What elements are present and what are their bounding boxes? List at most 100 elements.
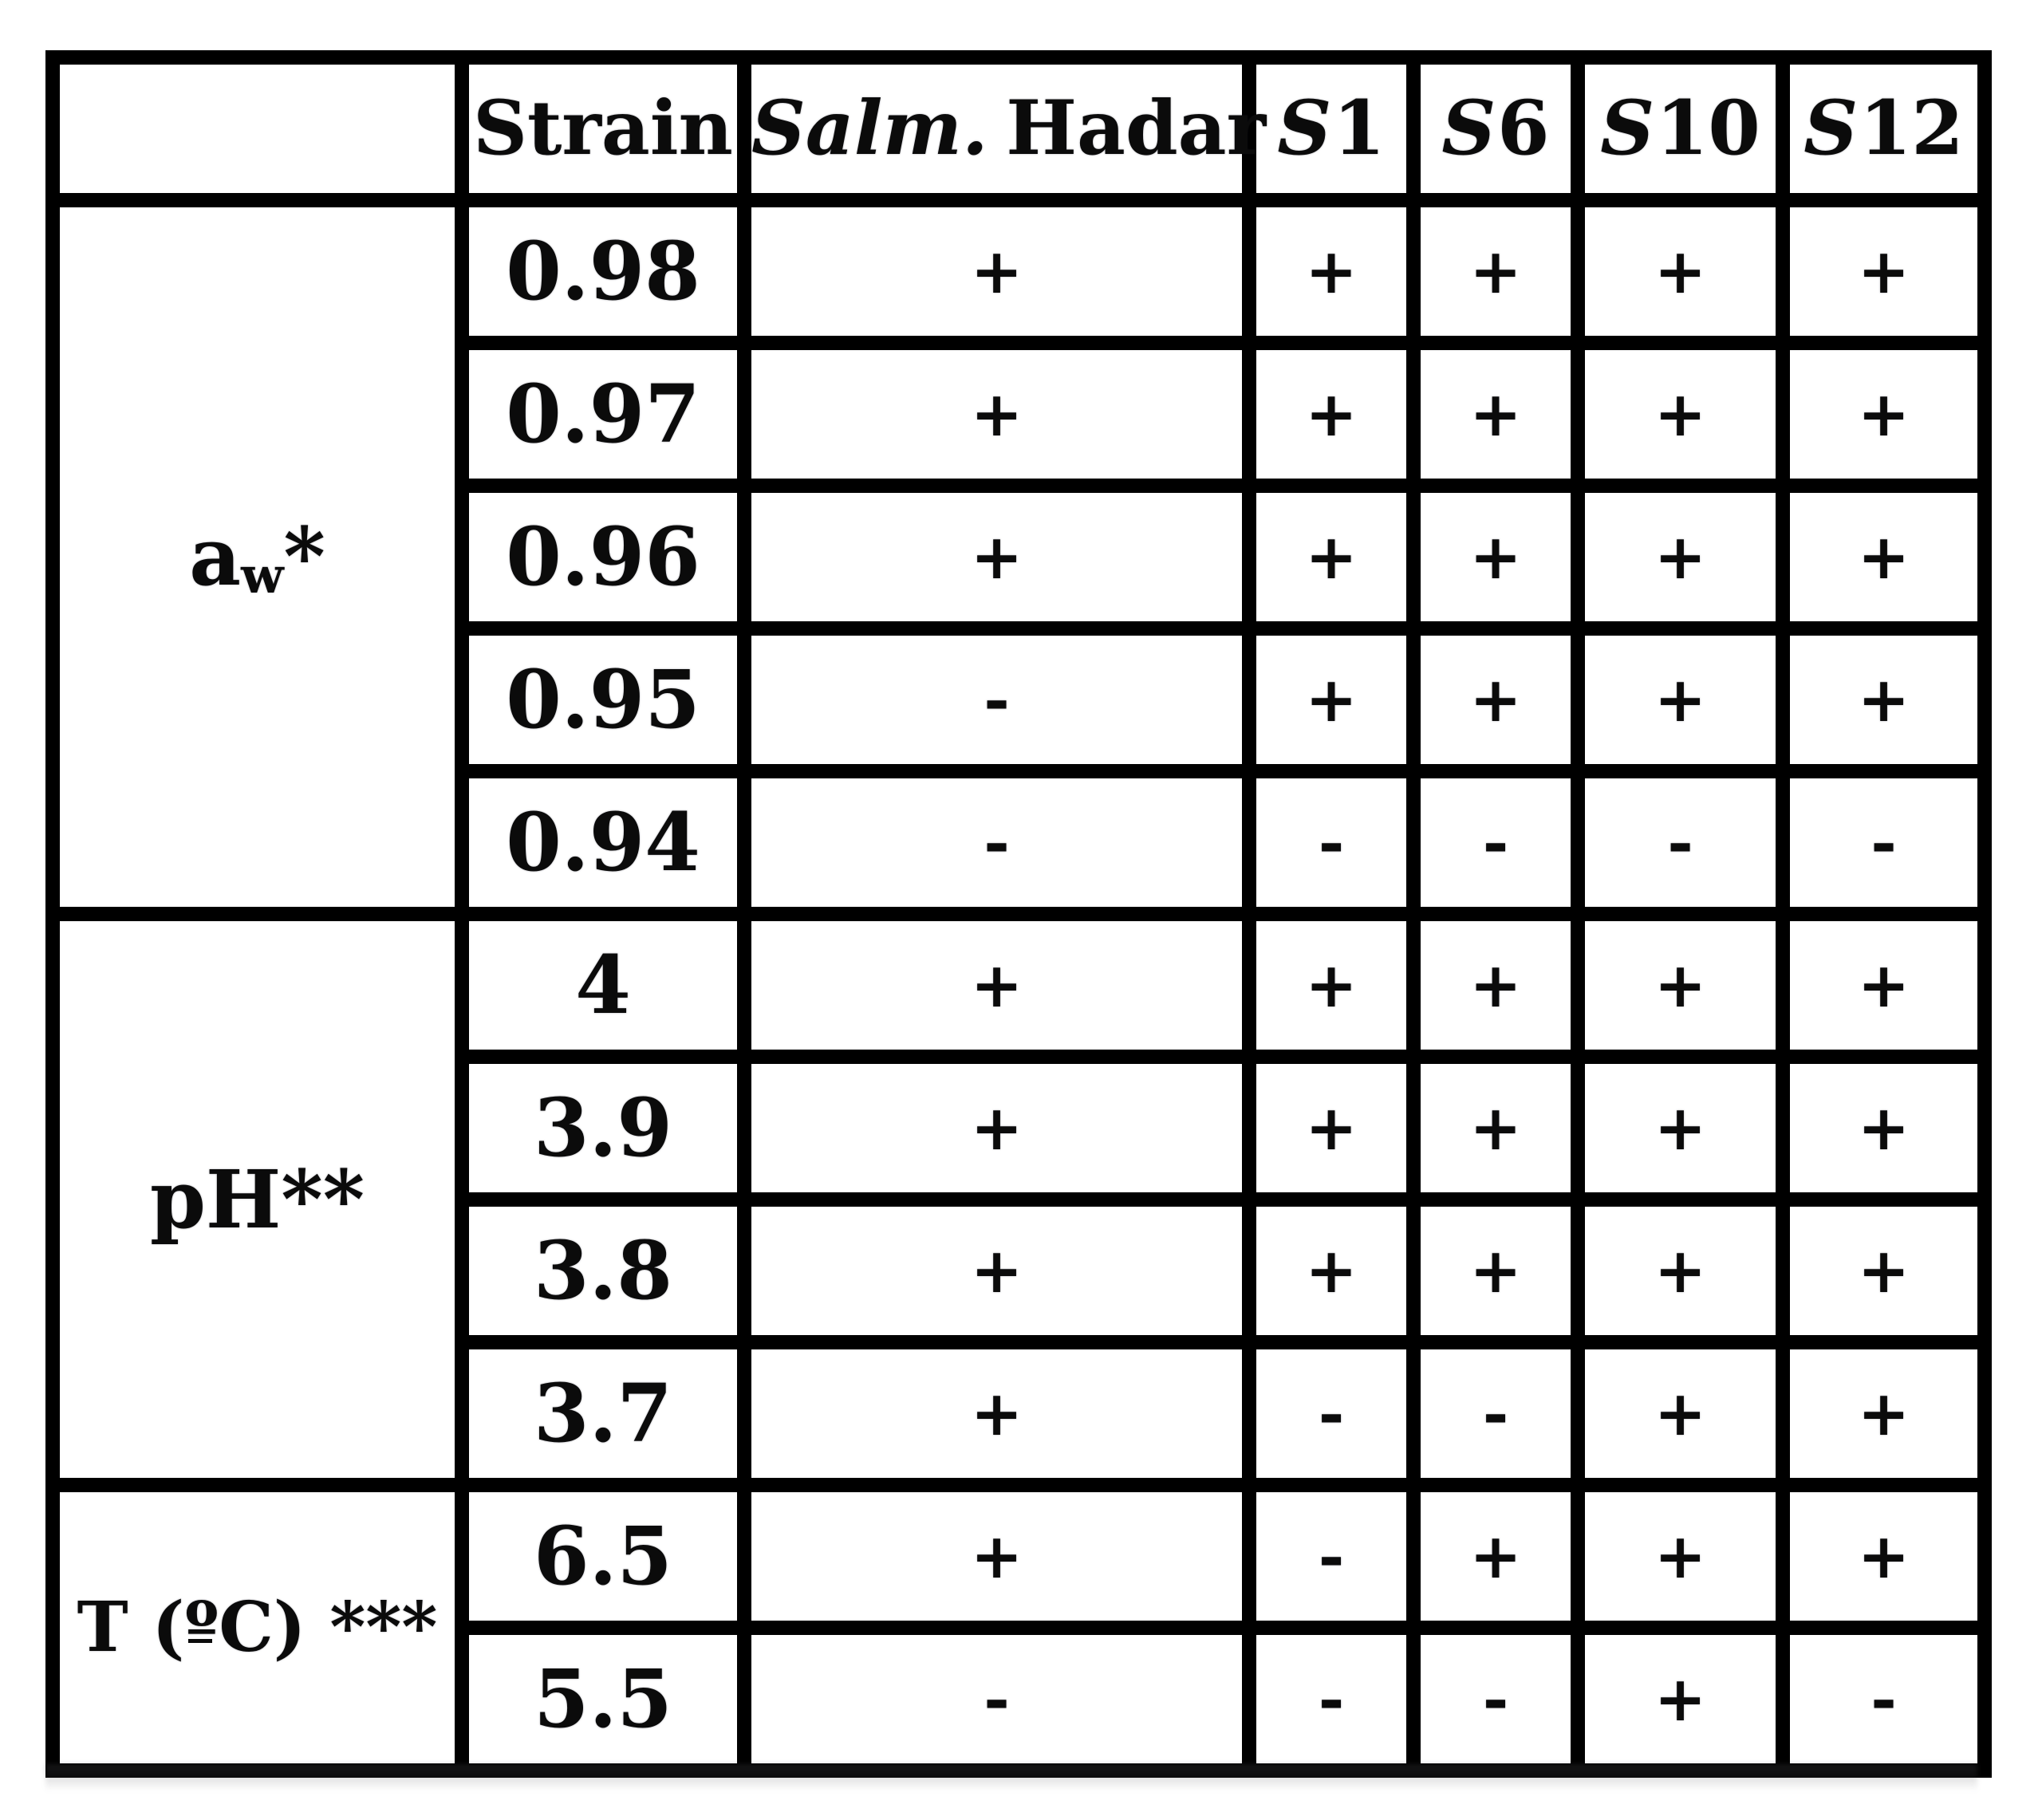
result-cell: - — [737, 621, 1256, 778]
header-s1: S1 — [1242, 50, 1421, 207]
table-row-aw-096: 0.96 + + + + + — [53, 479, 1992, 636]
table-row-t-65: T (ºC) *** 6.5 + - + + + — [45, 1478, 1992, 1778]
result-cell: + — [1571, 1335, 1790, 1492]
header-s10: S10 — [1571, 50, 1790, 207]
result-cell: + — [1571, 621, 1790, 778]
result-cell: + — [1571, 336, 1790, 493]
result-cell: + — [737, 1335, 1256, 1492]
strain-header-label: Strain — [473, 85, 733, 173]
table-row-t-55: 5.5 - - - + - — [53, 1621, 1992, 1778]
table-row-ph-4: pH** 4 + + + + + — [45, 907, 1992, 1492]
table-row-aw-095: 0.95 - + + + + — [53, 621, 1992, 778]
ph-label: pH** — [150, 1152, 365, 1247]
result-cell: + — [1571, 193, 1790, 350]
species-abbrev: Salm. — [751, 85, 988, 173]
result-cell: - — [1776, 1621, 1992, 1778]
strain-s10-number: 10 — [1655, 85, 1760, 173]
species-name: Hadar — [1006, 85, 1267, 173]
result-cell: - — [1406, 1621, 1585, 1778]
condition-value: 0.95 — [455, 621, 751, 778]
table-row-aw-097: 0.97 + + + + + — [53, 336, 1992, 493]
condition-value: 0.96 — [455, 479, 751, 636]
condition-value: 0.98 — [455, 193, 751, 350]
strain-s1-number: 1 — [1333, 85, 1386, 173]
result-cell: + — [1406, 479, 1585, 636]
result-cell: + — [1776, 193, 1992, 350]
header-s12: S12 — [1776, 50, 1992, 207]
result-cell: + — [737, 907, 1256, 1064]
result-cell: + — [1406, 1050, 1585, 1207]
result-cell: - — [1406, 764, 1585, 921]
aw-subscript: w — [241, 546, 284, 605]
result-cell: + — [1242, 907, 1421, 1064]
group-label-aw: aw* — [45, 193, 469, 921]
table-row-ph-38: 3.8 + + + + + — [53, 1192, 1992, 1349]
result-cell: + — [1242, 193, 1421, 350]
condition-value: 3.9 — [455, 1050, 751, 1207]
header-strain: Strain — [455, 50, 751, 207]
result-cell: + — [1571, 1621, 1790, 1778]
result-cell: + — [1571, 1050, 1790, 1207]
header-row: Strain Salm. Hadar S1 S6 S10 S12 — [45, 50, 1992, 207]
result-cell: - — [1571, 764, 1790, 921]
result-cell: + — [1571, 479, 1790, 636]
result-cell: - — [1406, 1335, 1585, 1492]
result-cell: + — [1242, 479, 1421, 636]
result-cell: - — [1242, 764, 1421, 921]
aw-asterisk: * — [283, 510, 325, 604]
result-cell: + — [1571, 1478, 1790, 1635]
result-cell: - — [1242, 1335, 1421, 1492]
result-cell: + — [1406, 907, 1585, 1064]
ordinal-degree-symbol: º — [184, 1586, 219, 1668]
corner-cell — [45, 50, 469, 207]
result-cell: - — [1242, 1621, 1421, 1778]
table-row-ph-37: 3.7 + - - + + — [53, 1335, 1992, 1492]
condition-value: 5.5 — [455, 1621, 751, 1778]
result-cell: + — [1571, 907, 1790, 1064]
group-label-temperature: T (ºC) *** — [45, 1478, 469, 1778]
result-cell: + — [1242, 621, 1421, 778]
result-cell: + — [1776, 1335, 1992, 1492]
result-cell: - — [737, 1621, 1256, 1778]
strain-s12-prefix: S — [1804, 85, 1859, 173]
header-s6: S6 — [1406, 50, 1585, 207]
result-cell: - — [1776, 764, 1992, 921]
result-cell: + — [1406, 336, 1585, 493]
result-cell: + — [737, 1050, 1256, 1207]
condition-value: 6.5 — [455, 1478, 751, 1635]
strain-s12-number: 12 — [1859, 85, 1964, 173]
result-cell: + — [1242, 1050, 1421, 1207]
result-cell: + — [1776, 336, 1992, 493]
table-row-aw-094: 0.94 - - - - - — [53, 764, 1992, 921]
table-row-ph-39: 3.9 + + + + + — [53, 1050, 1992, 1207]
result-cell: + — [737, 1478, 1256, 1635]
scan-shadow-artifact — [45, 1764, 1977, 1791]
result-cell: + — [1776, 1192, 1992, 1349]
growth-conditions-table: Strain Salm. Hadar S1 S6 S10 S12 aw* 0.98… — [45, 50, 1992, 1778]
result-cell: + — [737, 1192, 1256, 1349]
result-cell: + — [737, 193, 1256, 350]
table-row-aw-098: aw* 0.98 + + + + + — [45, 193, 1992, 921]
condition-value: 3.8 — [455, 1192, 751, 1349]
result-cell: + — [1406, 621, 1585, 778]
result-cell: + — [1406, 193, 1585, 350]
condition-value: 0.97 — [455, 336, 751, 493]
condition-value: 3.7 — [455, 1335, 751, 1492]
strain-s6-prefix: S — [1441, 85, 1496, 173]
result-cell: + — [1776, 907, 1992, 1064]
result-cell: + — [1242, 336, 1421, 493]
result-cell: + — [1776, 479, 1992, 636]
result-cell: + — [1242, 1192, 1421, 1349]
result-cell: + — [737, 479, 1256, 636]
result-cell: + — [1406, 1478, 1585, 1635]
strain-s1-prefix: S — [1277, 85, 1332, 173]
condition-value: 4 — [455, 907, 751, 1064]
result-cell: + — [737, 336, 1256, 493]
strain-s10-prefix: S — [1600, 85, 1655, 173]
result-cell: + — [1571, 1192, 1790, 1349]
result-cell: + — [1406, 1192, 1585, 1349]
group-label-ph: pH** — [45, 907, 469, 1492]
aw-base: a — [189, 510, 242, 604]
result-cell: + — [1776, 621, 1992, 778]
